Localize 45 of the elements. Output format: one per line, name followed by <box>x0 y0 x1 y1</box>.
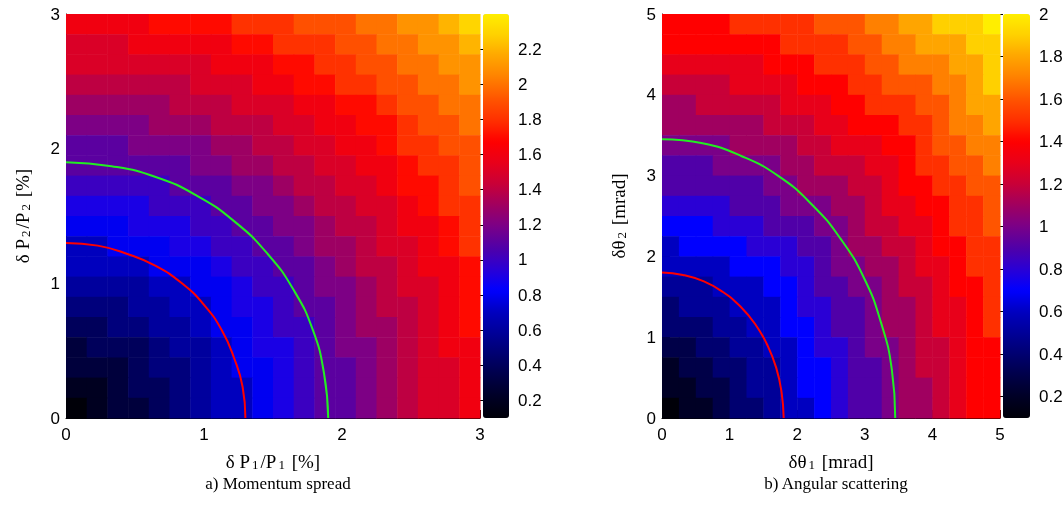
color-bar-label: 1.2 <box>518 215 542 235</box>
text: a) Momentum spread <box>205 474 352 493</box>
y-axis-title: δ P2/P2 [%] <box>12 168 33 264</box>
y-axis-title: δθ2 [mrad] <box>608 173 629 259</box>
x-tick-label: 1 <box>199 425 209 444</box>
y-tick-label: 1 <box>50 273 60 293</box>
color-bar-label: 0.6 <box>1039 302 1063 322</box>
color-bar-label: 1 <box>518 250 528 270</box>
color-bar-label: 1.6 <box>518 145 542 165</box>
color-bar-label: 1.2 <box>1039 174 1063 194</box>
color-bar-label: 0.8 <box>1039 259 1063 279</box>
color-bar-label: 0.2 <box>1039 387 1063 407</box>
x-tick-label: 2 <box>792 425 802 444</box>
y-tick-label: 3 <box>646 166 656 186</box>
y-tick-label: 1 <box>646 327 656 347</box>
x-tick-label: 2 <box>337 425 347 444</box>
x-axis-title: δ P1/P1 [%] <box>225 451 321 472</box>
color-bar-label: 2.2 <box>518 39 542 59</box>
x-tick-label: 3 <box>475 425 485 444</box>
y-tick-label: 5 <box>646 4 656 24</box>
color-bar-label: 0.6 <box>518 320 542 340</box>
x-tick-label: 3 <box>860 425 870 444</box>
color-bar-label: 0.4 <box>518 355 542 375</box>
x-axis-title: δθ1 [mrad] <box>788 451 874 472</box>
y-tick-label: 0 <box>50 408 60 428</box>
y-tick-label: 4 <box>646 85 656 105</box>
color-bar-label: 2 <box>1039 4 1049 24</box>
color-bar-label: 0.4 <box>1039 344 1063 364</box>
color-bar-label: 1 <box>1039 217 1049 237</box>
x-tick-label: 4 <box>927 425 938 444</box>
color-bar-label: 1.6 <box>1039 89 1063 109</box>
x-tick-label: 1 <box>724 425 735 444</box>
color-bar-label: 1.4 <box>518 180 542 200</box>
y-tick-label: 0 <box>646 408 656 428</box>
color-bar-label: 2 <box>518 74 528 94</box>
y-tick-label: 2 <box>646 246 656 266</box>
y-tick-label: 2 <box>50 139 60 159</box>
color-bar-label: 1.4 <box>1039 132 1063 152</box>
color-bar-label: 1.8 <box>518 109 542 129</box>
color-bar-label: 0.8 <box>518 285 542 305</box>
y-tick-label: 3 <box>50 4 60 24</box>
color-bar-label: 1.8 <box>1039 47 1063 67</box>
x-tick-label: 5 <box>995 425 1005 444</box>
text: b) Angular scattering <box>764 474 909 493</box>
color-bar-label: 0.2 <box>518 390 542 410</box>
